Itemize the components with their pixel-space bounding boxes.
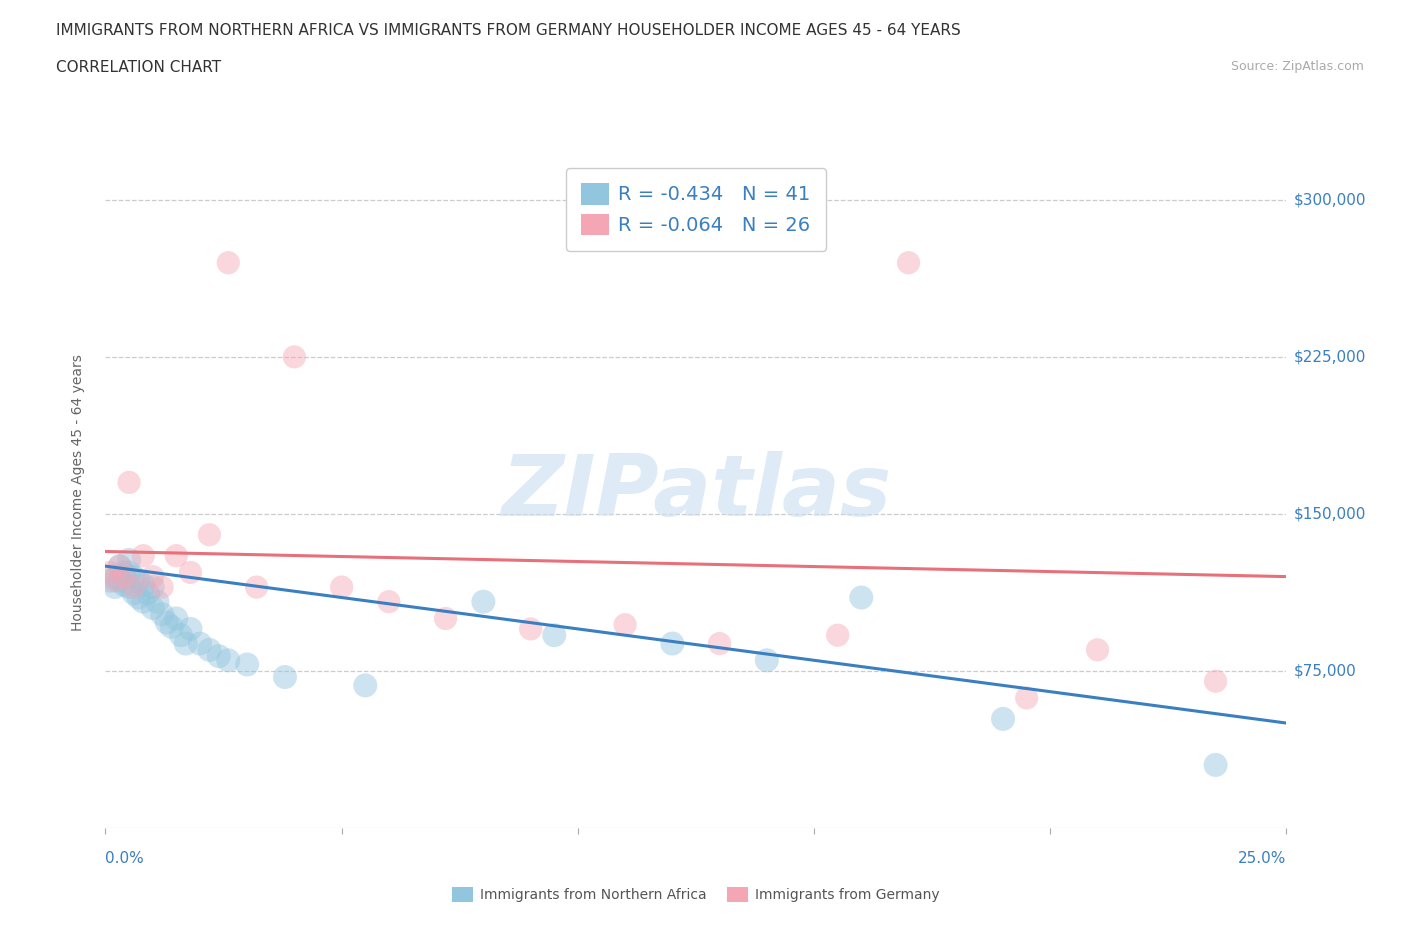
Point — [108, 559, 131, 574]
Point — [142, 579, 165, 594]
Point — [274, 670, 297, 684]
Point — [128, 590, 150, 604]
Point — [136, 586, 159, 601]
Point — [614, 618, 637, 632]
Point — [198, 643, 221, 658]
Point — [112, 569, 135, 584]
Point — [208, 649, 231, 664]
Point — [217, 653, 239, 668]
Point — [378, 594, 401, 609]
Point — [160, 619, 183, 634]
Point — [174, 636, 197, 651]
Text: 25.0%: 25.0% — [1239, 851, 1286, 866]
Point — [150, 579, 173, 594]
Point — [179, 565, 201, 580]
Text: 0.0%: 0.0% — [105, 851, 145, 866]
Point — [118, 552, 141, 567]
Text: $225,000: $225,000 — [1294, 350, 1365, 365]
Point — [709, 636, 731, 651]
Point — [170, 628, 193, 643]
Text: $300,000: $300,000 — [1294, 193, 1367, 207]
Point — [851, 590, 873, 604]
Point — [519, 621, 541, 636]
Point — [755, 653, 778, 668]
Point — [991, 711, 1014, 726]
Point — [104, 573, 127, 589]
Point — [142, 569, 165, 584]
Point — [122, 569, 145, 584]
Point — [472, 594, 495, 609]
Point — [104, 569, 127, 584]
Point — [98, 565, 121, 580]
Point — [661, 636, 683, 651]
Point — [108, 559, 131, 574]
Point — [98, 573, 121, 589]
Text: $75,000: $75,000 — [1294, 663, 1357, 678]
Text: Source: ZipAtlas.com: Source: ZipAtlas.com — [1230, 60, 1364, 73]
Point — [217, 256, 239, 271]
Point — [283, 350, 305, 365]
Point — [156, 616, 179, 631]
Point — [198, 527, 221, 542]
Point — [146, 594, 169, 609]
Point — [132, 594, 155, 609]
Point — [827, 628, 849, 643]
Point — [108, 573, 131, 589]
Point — [118, 565, 141, 580]
Point — [188, 636, 211, 651]
Point — [1205, 757, 1227, 772]
Point — [434, 611, 457, 626]
Point — [1087, 643, 1109, 658]
Point — [330, 579, 353, 594]
Point — [112, 565, 135, 580]
Point — [897, 256, 920, 271]
Point — [1205, 673, 1227, 688]
Text: $150,000: $150,000 — [1294, 506, 1365, 522]
Text: CORRELATION CHART: CORRELATION CHART — [56, 60, 221, 75]
Point — [118, 579, 141, 594]
Point — [132, 578, 155, 592]
Point — [122, 586, 145, 601]
Legend: Immigrants from Northern Africa, Immigrants from Germany: Immigrants from Northern Africa, Immigra… — [447, 882, 945, 908]
Text: IMMIGRANTS FROM NORTHERN AFRICA VS IMMIGRANTS FROM GERMANY HOUSEHOLDER INCOME AG: IMMIGRANTS FROM NORTHERN AFRICA VS IMMIG… — [56, 23, 960, 38]
Point — [128, 573, 150, 589]
Point — [246, 579, 269, 594]
Point — [1015, 690, 1038, 705]
Point — [132, 548, 155, 563]
Point — [150, 606, 173, 621]
Y-axis label: Householder Income Ages 45 - 64 years: Householder Income Ages 45 - 64 years — [70, 354, 84, 631]
Point — [354, 678, 377, 693]
Point — [543, 628, 565, 643]
Point — [165, 611, 187, 626]
Point — [179, 621, 201, 636]
Text: ZIPatlas: ZIPatlas — [501, 451, 891, 535]
Point — [104, 579, 127, 594]
Point — [165, 548, 187, 563]
Point — [236, 657, 259, 671]
Point — [112, 578, 135, 592]
Point — [142, 601, 165, 616]
Point — [122, 579, 145, 594]
Point — [118, 475, 141, 490]
